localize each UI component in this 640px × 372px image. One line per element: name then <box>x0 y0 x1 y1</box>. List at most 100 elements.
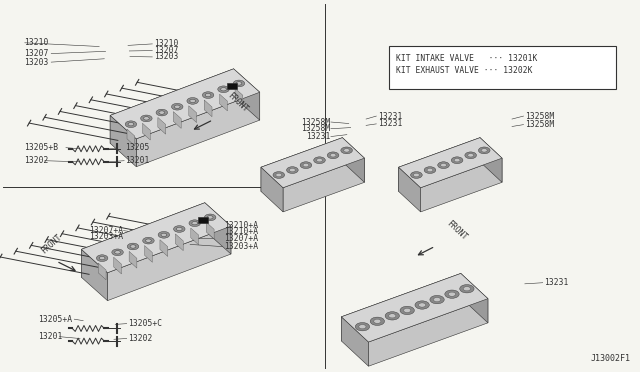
Circle shape <box>438 162 449 169</box>
Polygon shape <box>261 138 364 188</box>
Polygon shape <box>108 226 231 301</box>
Polygon shape <box>81 203 205 277</box>
Text: 13207+A: 13207+A <box>224 234 258 243</box>
Circle shape <box>145 239 151 242</box>
Circle shape <box>115 251 120 254</box>
Polygon shape <box>189 106 196 122</box>
Text: 13201: 13201 <box>125 156 150 165</box>
Circle shape <box>400 306 414 315</box>
Circle shape <box>189 220 200 227</box>
Circle shape <box>359 325 366 329</box>
Polygon shape <box>143 123 150 140</box>
Circle shape <box>460 285 474 293</box>
Circle shape <box>190 99 196 103</box>
Circle shape <box>454 158 460 162</box>
Polygon shape <box>399 167 420 212</box>
Circle shape <box>143 237 154 244</box>
Text: 13210+A: 13210+A <box>224 221 258 230</box>
Circle shape <box>440 163 447 167</box>
Polygon shape <box>136 92 260 167</box>
Circle shape <box>128 122 134 126</box>
Text: FRONT: FRONT <box>40 233 64 256</box>
Polygon shape <box>205 203 231 254</box>
Text: 13207: 13207 <box>154 46 178 55</box>
Polygon shape <box>399 138 480 191</box>
Circle shape <box>388 314 396 318</box>
Text: 13203+A: 13203+A <box>224 242 258 251</box>
Polygon shape <box>206 222 214 239</box>
Circle shape <box>273 171 285 179</box>
Circle shape <box>236 82 242 85</box>
Text: KIT INTAKE VALVE   ··· 13201K: KIT INTAKE VALVE ··· 13201K <box>396 54 537 63</box>
Polygon shape <box>480 138 502 182</box>
Polygon shape <box>175 234 183 251</box>
Text: 13210: 13210 <box>154 39 178 48</box>
Text: 13201: 13201 <box>38 332 63 341</box>
Circle shape <box>233 80 244 87</box>
Polygon shape <box>158 118 166 134</box>
Circle shape <box>355 323 369 331</box>
Polygon shape <box>261 167 283 212</box>
Polygon shape <box>110 69 260 139</box>
Polygon shape <box>341 273 461 341</box>
Circle shape <box>141 115 152 122</box>
Circle shape <box>204 214 216 221</box>
Circle shape <box>413 173 419 177</box>
Bar <box>227 83 237 89</box>
Circle shape <box>218 86 229 93</box>
Circle shape <box>221 87 227 91</box>
Text: 13203: 13203 <box>154 52 178 61</box>
Text: 13258M: 13258M <box>301 118 330 126</box>
Polygon shape <box>129 251 137 268</box>
Polygon shape <box>283 158 364 212</box>
Circle shape <box>125 121 137 128</box>
Polygon shape <box>234 69 260 120</box>
Text: 13202: 13202 <box>128 334 152 343</box>
Circle shape <box>370 317 385 326</box>
Circle shape <box>411 171 422 179</box>
Bar <box>389 46 616 89</box>
Circle shape <box>173 226 185 232</box>
Circle shape <box>300 162 312 169</box>
Circle shape <box>415 301 429 309</box>
Text: 13210: 13210 <box>24 38 48 47</box>
Text: 13231: 13231 <box>544 278 568 287</box>
Circle shape <box>205 93 211 97</box>
Circle shape <box>143 117 149 120</box>
Polygon shape <box>461 273 488 323</box>
Text: 13205+C: 13205+C <box>128 319 162 328</box>
Circle shape <box>289 169 295 172</box>
Polygon shape <box>110 69 234 143</box>
Circle shape <box>449 292 456 296</box>
Circle shape <box>404 308 411 312</box>
Text: 13205+B: 13205+B <box>24 143 58 152</box>
Text: 13205+A: 13205+A <box>38 315 72 324</box>
Circle shape <box>127 243 139 250</box>
Circle shape <box>424 167 436 173</box>
Polygon shape <box>342 138 364 182</box>
Text: 13231: 13231 <box>306 132 330 141</box>
Polygon shape <box>127 129 135 146</box>
Text: FRONT: FRONT <box>225 91 249 114</box>
Polygon shape <box>160 240 168 256</box>
Text: 13202: 13202 <box>24 156 48 165</box>
Circle shape <box>451 157 463 164</box>
Text: 13231: 13231 <box>378 119 402 128</box>
Circle shape <box>161 233 167 237</box>
Circle shape <box>172 103 183 110</box>
Circle shape <box>314 157 325 164</box>
Text: FRONT: FRONT <box>445 219 468 242</box>
Circle shape <box>303 163 309 167</box>
Circle shape <box>276 173 282 177</box>
Circle shape <box>463 287 470 291</box>
Circle shape <box>427 169 433 172</box>
Text: 13203: 13203 <box>24 58 48 67</box>
Text: 13258M: 13258M <box>301 124 330 133</box>
Circle shape <box>330 154 336 157</box>
Circle shape <box>207 216 213 219</box>
Circle shape <box>99 256 105 260</box>
Circle shape <box>187 97 198 104</box>
Polygon shape <box>261 138 342 191</box>
Text: 13207: 13207 <box>24 49 48 58</box>
Text: 13203+A: 13203+A <box>89 232 123 241</box>
